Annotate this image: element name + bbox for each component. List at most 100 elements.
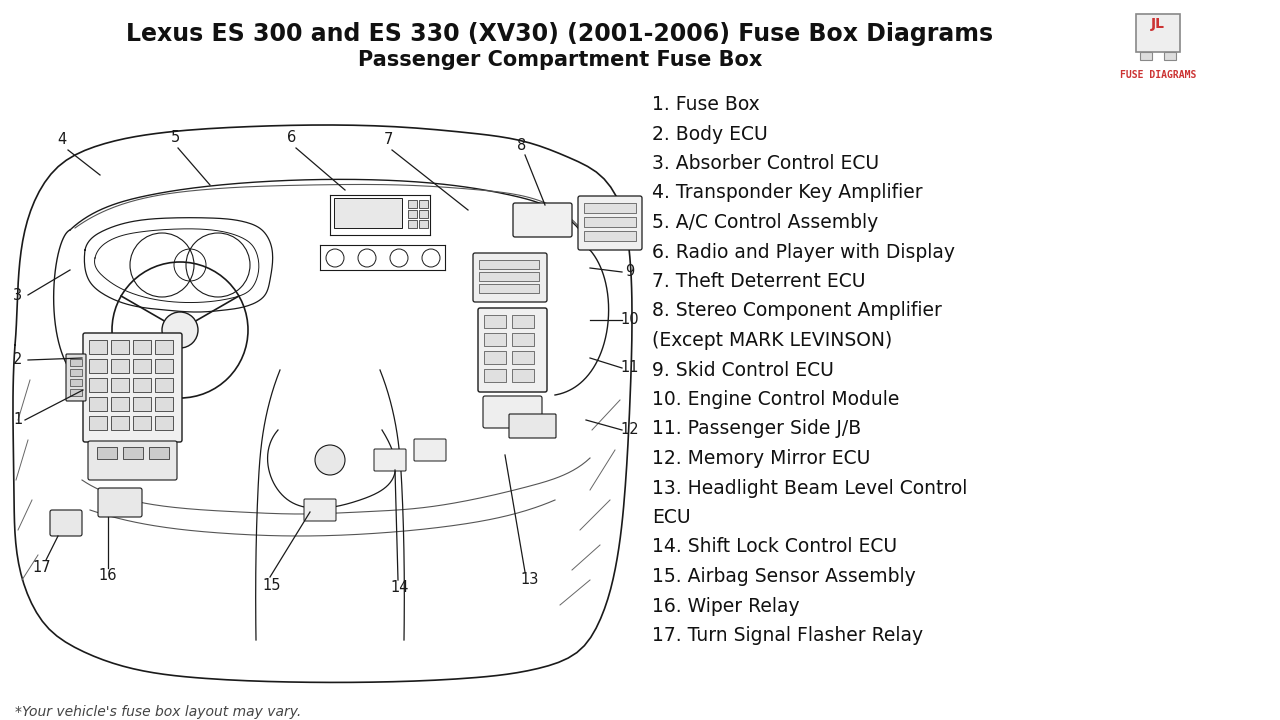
Bar xyxy=(111,359,129,373)
Text: 14: 14 xyxy=(390,580,410,595)
Bar xyxy=(155,378,173,392)
Text: 6: 6 xyxy=(288,130,297,145)
Text: 12. Memory Mirror ECU: 12. Memory Mirror ECU xyxy=(652,449,870,468)
Text: 9. Skid Control ECU: 9. Skid Control ECU xyxy=(652,361,833,379)
Bar xyxy=(479,272,539,281)
Text: 4: 4 xyxy=(58,132,67,148)
Bar xyxy=(408,220,417,228)
FancyBboxPatch shape xyxy=(67,354,86,401)
Bar xyxy=(70,369,82,376)
Text: 2. Body ECU: 2. Body ECU xyxy=(652,125,768,143)
Bar xyxy=(584,203,636,213)
Text: 16. Wiper Relay: 16. Wiper Relay xyxy=(652,596,800,616)
Bar xyxy=(484,369,506,382)
Text: ECU: ECU xyxy=(652,508,691,527)
Bar xyxy=(155,359,173,373)
Bar xyxy=(111,397,129,411)
Text: Lexus ES 300 and ES 330 (XV30) (2001-2006) Fuse Box Diagrams: Lexus ES 300 and ES 330 (XV30) (2001-200… xyxy=(127,22,993,46)
Text: 17: 17 xyxy=(33,560,51,575)
Bar xyxy=(479,284,539,293)
Text: 17. Turn Signal Flasher Relay: 17. Turn Signal Flasher Relay xyxy=(652,626,923,645)
Bar xyxy=(512,351,534,364)
Text: *Your vehicle's fuse box layout may vary.: *Your vehicle's fuse box layout may vary… xyxy=(15,705,301,719)
Bar xyxy=(584,217,636,227)
Bar xyxy=(512,369,534,382)
FancyBboxPatch shape xyxy=(477,308,547,392)
Text: 7. Theft Deterrent ECU: 7. Theft Deterrent ECU xyxy=(652,272,865,291)
Text: 3. Absorber Control ECU: 3. Absorber Control ECU xyxy=(652,154,879,173)
Bar xyxy=(484,333,506,346)
Bar xyxy=(90,378,108,392)
Bar xyxy=(90,340,108,354)
Text: 16: 16 xyxy=(99,567,118,582)
Bar xyxy=(123,447,143,459)
Bar xyxy=(408,200,417,208)
Bar xyxy=(512,315,534,328)
FancyBboxPatch shape xyxy=(413,439,445,461)
Text: 4. Transponder Key Amplifier: 4. Transponder Key Amplifier xyxy=(652,184,923,202)
Bar xyxy=(111,416,129,430)
FancyBboxPatch shape xyxy=(374,449,406,471)
Text: 15: 15 xyxy=(262,577,282,593)
Text: 1. Fuse Box: 1. Fuse Box xyxy=(652,95,760,114)
Bar xyxy=(111,340,129,354)
Bar xyxy=(90,359,108,373)
Text: 13. Headlight Beam Level Control: 13. Headlight Beam Level Control xyxy=(652,479,968,498)
Text: 6. Radio and Player with Display: 6. Radio and Player with Display xyxy=(652,243,955,261)
Bar xyxy=(419,220,428,228)
Bar xyxy=(148,447,169,459)
Bar xyxy=(408,210,417,218)
Text: 12: 12 xyxy=(621,423,639,438)
Polygon shape xyxy=(1164,52,1176,60)
FancyBboxPatch shape xyxy=(483,396,541,428)
Text: 2: 2 xyxy=(13,353,23,367)
FancyBboxPatch shape xyxy=(50,510,82,536)
Text: 14. Shift Lock Control ECU: 14. Shift Lock Control ECU xyxy=(652,538,897,557)
Text: 10. Engine Control Module: 10. Engine Control Module xyxy=(652,390,900,409)
Text: FUSE DIAGRAMS: FUSE DIAGRAMS xyxy=(1120,70,1197,80)
Bar xyxy=(70,359,82,366)
Text: JL: JL xyxy=(1151,17,1165,31)
Bar xyxy=(133,340,151,354)
Bar xyxy=(133,397,151,411)
Bar xyxy=(90,416,108,430)
Bar xyxy=(90,397,108,411)
Text: 10: 10 xyxy=(621,312,639,328)
Bar xyxy=(484,351,506,364)
Text: 11. Passenger Side J/B: 11. Passenger Side J/B xyxy=(652,420,861,438)
Text: 7: 7 xyxy=(383,132,393,148)
Bar xyxy=(419,200,428,208)
FancyBboxPatch shape xyxy=(579,196,643,250)
FancyBboxPatch shape xyxy=(513,203,572,237)
Circle shape xyxy=(315,445,346,475)
Bar xyxy=(419,210,428,218)
Bar xyxy=(512,333,534,346)
Text: 5: 5 xyxy=(170,130,179,145)
FancyBboxPatch shape xyxy=(474,253,547,302)
FancyBboxPatch shape xyxy=(83,333,182,442)
Text: (Except MARK LEVINSON): (Except MARK LEVINSON) xyxy=(652,331,892,350)
FancyBboxPatch shape xyxy=(305,499,335,521)
Text: Passenger Compartment Fuse Box: Passenger Compartment Fuse Box xyxy=(358,50,762,70)
Text: 5. A/C Control Assembly: 5. A/C Control Assembly xyxy=(652,213,878,232)
Bar xyxy=(111,378,129,392)
Text: 15. Airbag Sensor Assembly: 15. Airbag Sensor Assembly xyxy=(652,567,915,586)
FancyBboxPatch shape xyxy=(509,414,556,438)
Bar xyxy=(97,447,116,459)
Bar xyxy=(133,359,151,373)
Bar xyxy=(584,231,636,241)
Text: 13: 13 xyxy=(521,572,539,588)
FancyBboxPatch shape xyxy=(99,488,142,517)
Polygon shape xyxy=(1140,52,1152,60)
Bar xyxy=(334,198,402,228)
Bar xyxy=(484,315,506,328)
Text: 8: 8 xyxy=(517,138,526,153)
Bar xyxy=(479,260,539,269)
Text: 11: 11 xyxy=(621,361,639,376)
Text: 1: 1 xyxy=(13,413,23,428)
Circle shape xyxy=(163,312,198,348)
Bar xyxy=(155,416,173,430)
Bar xyxy=(155,340,173,354)
Bar xyxy=(70,389,82,396)
Bar xyxy=(133,416,151,430)
